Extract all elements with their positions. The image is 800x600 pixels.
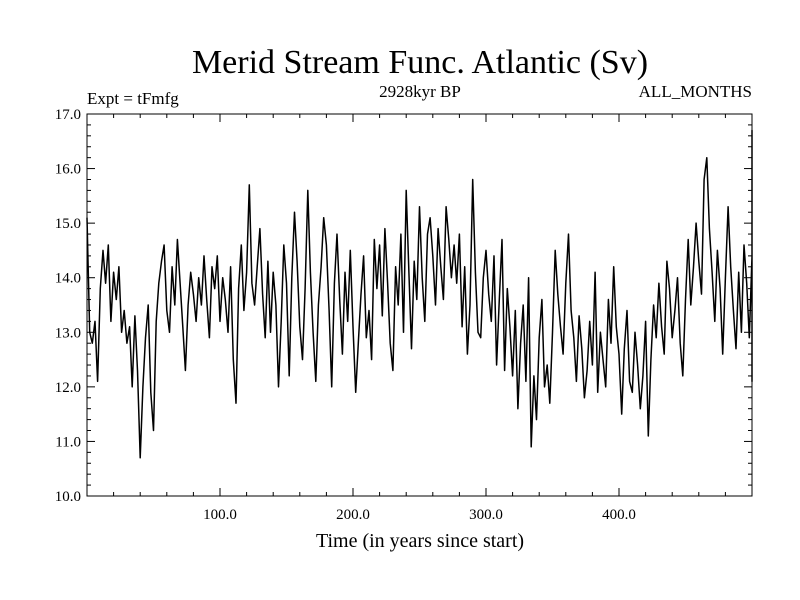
y-tick-label: 12.0 [55, 380, 81, 396]
y-tick-label: 16.0 [55, 162, 81, 178]
y-tick-label: 14.0 [55, 271, 81, 287]
x-axis-ticks: 100.0 200.0 300.0 400.0 [113, 114, 726, 523]
y-axis-ticks: 10.0 11.0 12.0 13.0 14.0 15.0 16.0 17.0 [55, 107, 752, 505]
y-tick-label: 10.0 [55, 489, 81, 505]
experiment-label: Expt = tFmfg [87, 89, 179, 108]
months-label: ALL_MONTHS [639, 82, 752, 101]
period-label: 2928kyr BP [379, 82, 461, 101]
x-tick-label: 400.0 [602, 507, 636, 523]
y-tick-label: 11.0 [55, 434, 81, 450]
chart-title: Merid Stream Func. Atlantic (Sv) [192, 44, 648, 81]
y-tick-label: 15.0 [55, 216, 81, 232]
plot-area-frame [86, 113, 753, 497]
y-tick-label: 17.0 [55, 107, 81, 123]
series-line [86, 129, 753, 459]
y-tick-label: 13.0 [55, 325, 81, 341]
x-axis-label: Time (in years since start) [316, 530, 524, 552]
x-tick-label: 100.0 [203, 507, 237, 523]
x-tick-label: 200.0 [336, 507, 370, 523]
x-tick-label: 300.0 [469, 507, 503, 523]
